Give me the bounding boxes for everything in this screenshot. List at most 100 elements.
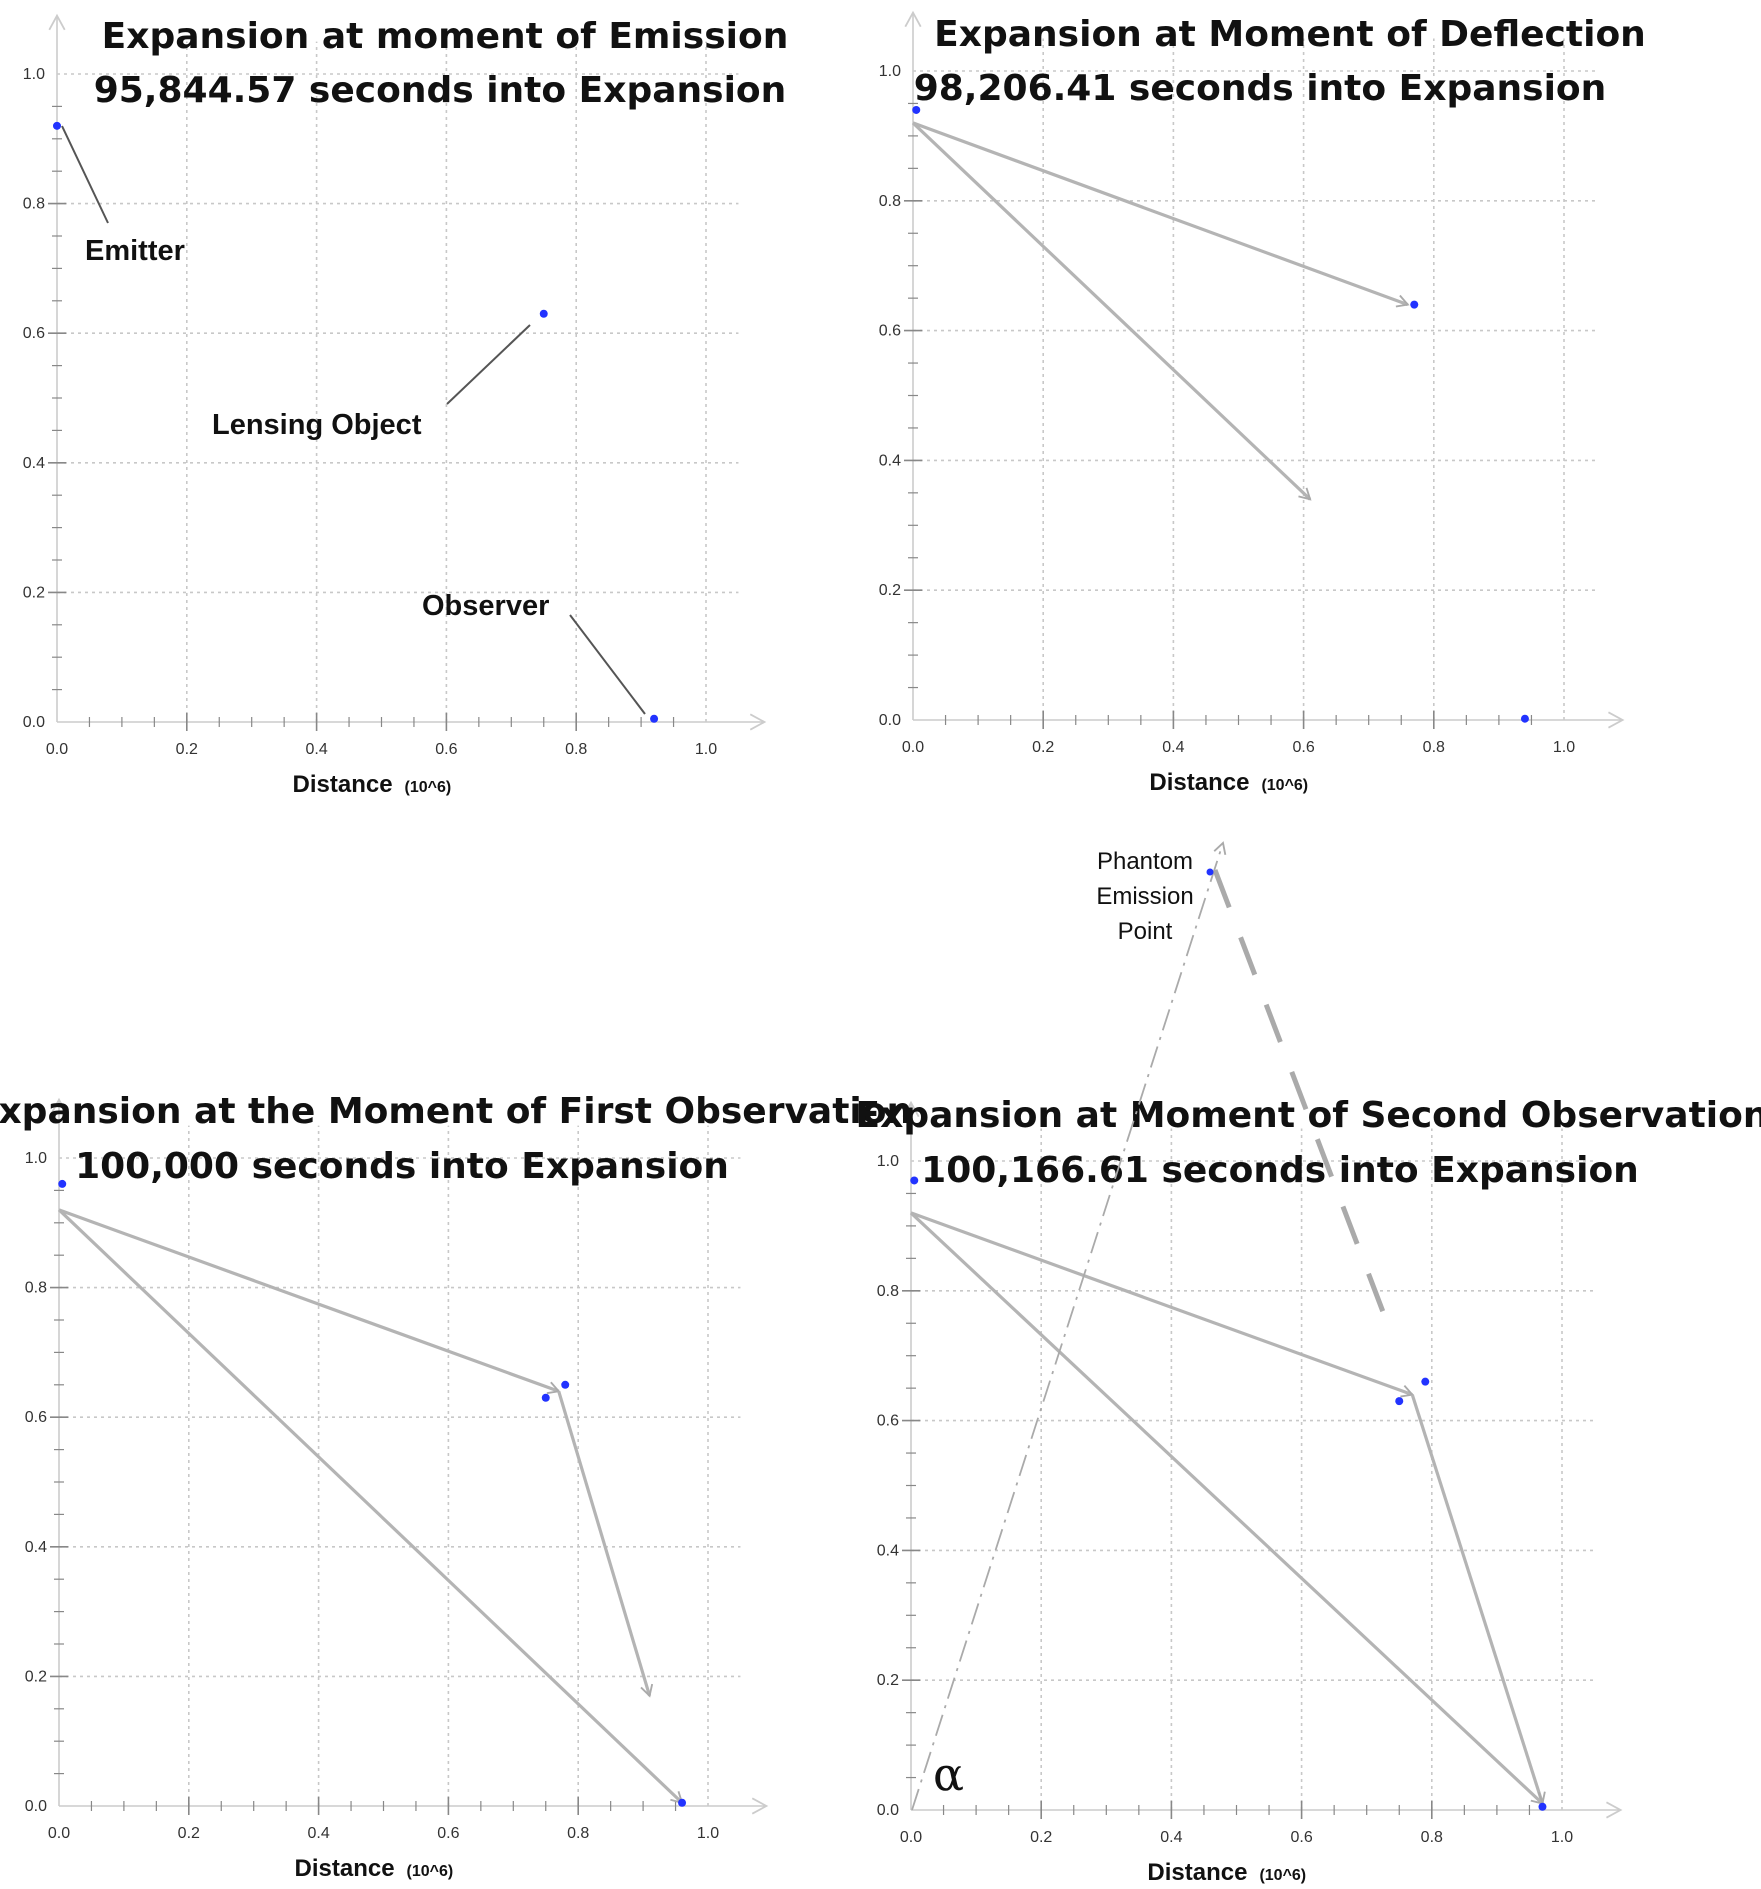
- panel-emission-x-tick-label: 0.0: [46, 741, 68, 758]
- panel-emission-title-line2: 95,844.57 seconds into Expansion: [94, 70, 787, 111]
- panel-second-observation-x-axis-unit: (10^6): [1259, 1867, 1306, 1884]
- panel-deflection-y-tick-label: 0.2: [879, 582, 901, 599]
- panel-first-observation-x-tick-label: 1.0: [697, 1825, 719, 1842]
- panel-emission-point-lensing-object: [539, 309, 548, 318]
- emitter-label: Emitter: [85, 235, 185, 267]
- panel-emission-point-emitter: [53, 121, 61, 130]
- panel-deflection-x-tick-label: 0.0: [902, 739, 924, 756]
- panel-first-observation-ray-direct: [57, 1208, 684, 1805]
- panel-deflection: 0.0 0.2 0.4 0.6 0.8 1.0 0.0 0.2 0.4 0.6 0.8 1.0 Dist…: [879, 10, 1625, 796]
- panel-second-observation-y-tick-label: 1.0: [877, 1153, 899, 1170]
- observer-label: Observer: [422, 590, 549, 622]
- panel-emission-x-axis-label: Distance: [293, 771, 393, 798]
- panel-deflection-ray-to-lens: [912, 121, 1410, 308]
- panel-emission-y-tick-label: 1.0: [23, 66, 45, 83]
- emitter-leader-line: [61, 125, 109, 224]
- panel-emission-x-tick-label: 1.0: [695, 741, 717, 758]
- panel-second-observation-x-tick-label: 0.2: [1030, 1829, 1052, 1846]
- panel-second-observation-x-tick-label: 1.0: [1551, 1829, 1573, 1846]
- phantom-back-projection-dashed: [1212, 869, 1391, 1326]
- phantom-label-line2: Emission: [1096, 883, 1193, 910]
- panel-first-observation-point-lensing-object-earlier: [541, 1393, 550, 1402]
- panel-first-observation-title-line1: Expansion at the Moment of First Observa…: [0, 1091, 912, 1132]
- panel-emission-y-tick-label: 0.0: [23, 714, 45, 731]
- panel-second-observation-y-tick-label: 0.4: [877, 1542, 899, 1559]
- panel-first-observation-x-axis-unit: (10^6): [407, 1863, 454, 1880]
- panel-first-observation-title-line2: 100,000 seconds into Expansion: [75, 1146, 729, 1187]
- panel-emission-y-tick-label: 0.6: [23, 325, 45, 342]
- panel-second-observation-ray-deflected: [1410, 1394, 1546, 1806]
- phantom-emission-point: [1206, 868, 1214, 876]
- observer-leader-line: [569, 614, 646, 715]
- panel-second-observation: 0.0 0.2 0.4 0.6 0.8 1.0 0.0 0.2 0.4 0.6 0.8 1.0 Dist…: [877, 1100, 1623, 1886]
- phantom-label-line1: Phantom: [1097, 848, 1193, 875]
- panel-emission-point-observer: [650, 714, 659, 723]
- panel-deflection-y-tick-label: 0.4: [879, 452, 901, 469]
- panel-second-observation-ray-to-lens: [910, 1211, 1415, 1398]
- panel-first-observation-y-tick-label: 0.8: [25, 1280, 47, 1297]
- panel-second-observation-title-line2: 100,166.61 seconds into Expansion: [921, 1150, 1639, 1191]
- panel-deflection-x-tick-label: 0.2: [1032, 739, 1054, 756]
- lensing-object-label: Lensing Object: [212, 409, 422, 441]
- panel-second-observation-x-tick-label: 0.4: [1160, 1829, 1182, 1846]
- panel-deflection-x-axis-label: Distance: [1149, 769, 1249, 796]
- panel-first-observation-x-tick-label: 0.4: [307, 1825, 329, 1842]
- panel-second-observation-y-tick-label: 0.2: [877, 1672, 899, 1689]
- panel-first-observation-y-tick-label: 0.0: [25, 1798, 47, 1815]
- panel-deflection-y-tick-label: 1.0: [879, 63, 901, 80]
- panel-emission-title-line1: Expansion at moment of Emission: [102, 16, 789, 57]
- panel-deflection-title-line2: 98,206.41 seconds into Expansion: [914, 68, 1607, 109]
- panel-emission-x-tick-label: 0.4: [305, 741, 327, 758]
- panel-first-observation: 0.0 0.2 0.4 0.6 0.8 1.0 0.0 0.2 0.4 0.6 0.8 1.0 Dist…: [25, 1097, 769, 1882]
- panel-deflection-x-tick-label: 1.0: [1553, 739, 1575, 756]
- panel-first-observation-y-tick-label: 1.0: [25, 1150, 47, 1167]
- panel-second-observation-x-tick-label: 0.0: [900, 1829, 922, 1846]
- panel-deflection-y-tick-label: 0.6: [879, 323, 901, 340]
- panel-emission-x-tick-label: 0.6: [435, 741, 457, 758]
- panel-first-observation-y-tick-label: 0.4: [25, 1539, 47, 1556]
- panel-first-observation-x-axis-label: Distance: [295, 1855, 395, 1882]
- panel-emission-x-tick-label: 0.8: [565, 741, 587, 758]
- alpha-angle-label: α: [933, 1747, 964, 1801]
- panel-first-observation-ray-deflected: [557, 1390, 654, 1698]
- panel-deflection-ray-straight: [911, 121, 1312, 501]
- panel-second-observation-x-axis-label: Distance: [1147, 1859, 1247, 1886]
- panel-second-observation-grid: [911, 1128, 1595, 1810]
- panel-deflection-x-tick-label: 0.6: [1292, 739, 1314, 756]
- panel-emission-y-tick-label: 0.2: [23, 584, 45, 601]
- panel-emission-grid: [57, 41, 739, 722]
- panel-deflection-x-tick-label: 0.8: [1423, 739, 1445, 756]
- panel-deflection-point-observer: [1520, 714, 1529, 723]
- phantom-label-line3: Point: [1118, 918, 1173, 945]
- panel-deflection-x-tick-label: 0.4: [1162, 739, 1184, 756]
- panel-first-observation-y-tick-label: 0.2: [25, 1668, 47, 1685]
- panel-emission-x-axis-unit: (10^6): [405, 779, 452, 796]
- panel-second-observation-y-tick-label: 0.0: [877, 1802, 899, 1819]
- phantom-sightline-dashed: [911, 841, 1227, 1811]
- panel-first-observation-x-tick-label: 0.8: [567, 1825, 589, 1842]
- panel-first-observation-x-tick-label: 0.0: [48, 1825, 70, 1842]
- panel-emission: 0.0 0.2 0.4 0.6 0.8 1.0 0.0 0.2 0.4 0.6 0.8 1.0 Dist…: [23, 13, 767, 798]
- panel-first-observation-point-lensing-object: [561, 1380, 570, 1389]
- panel-deflection-grid: [913, 38, 1597, 720]
- panel-second-observation-point-observer: [1538, 1802, 1547, 1811]
- panel-second-observation-y-tick-label: 0.8: [877, 1283, 899, 1300]
- panel-emission-x-tick-label: 0.2: [176, 741, 198, 758]
- panel-first-observation-x-tick-label: 0.6: [437, 1825, 459, 1842]
- panel-second-observation-x-tick-label: 0.8: [1421, 1829, 1443, 1846]
- panel-first-observation-point-observer: [678, 1798, 687, 1807]
- lensing-object-leader-line: [446, 324, 531, 405]
- panel-second-observation-title-line1: Expansion at Moment of Second Observatio…: [856, 1095, 1761, 1136]
- panel-first-observation-grid: [59, 1125, 741, 1806]
- panel-second-observation-point-lensing-object: [1421, 1377, 1430, 1386]
- panel-deflection-point-lensing-object: [1410, 300, 1419, 309]
- panel-first-observation-point-emitter: [58, 1179, 67, 1188]
- panel-deflection-title-line1: Expansion at Moment of Deflection: [934, 14, 1646, 55]
- panel-deflection-point-emitter: [912, 105, 921, 114]
- panel-first-observation-y-tick-label: 0.6: [25, 1409, 47, 1426]
- panel-emission-y-tick-label: 0.8: [23, 196, 45, 213]
- panel-second-observation-x-tick-label: 0.6: [1290, 1829, 1312, 1846]
- panel-emission-y-tick-label: 0.4: [23, 455, 45, 472]
- panel-first-observation-x-tick-label: 0.2: [178, 1825, 200, 1842]
